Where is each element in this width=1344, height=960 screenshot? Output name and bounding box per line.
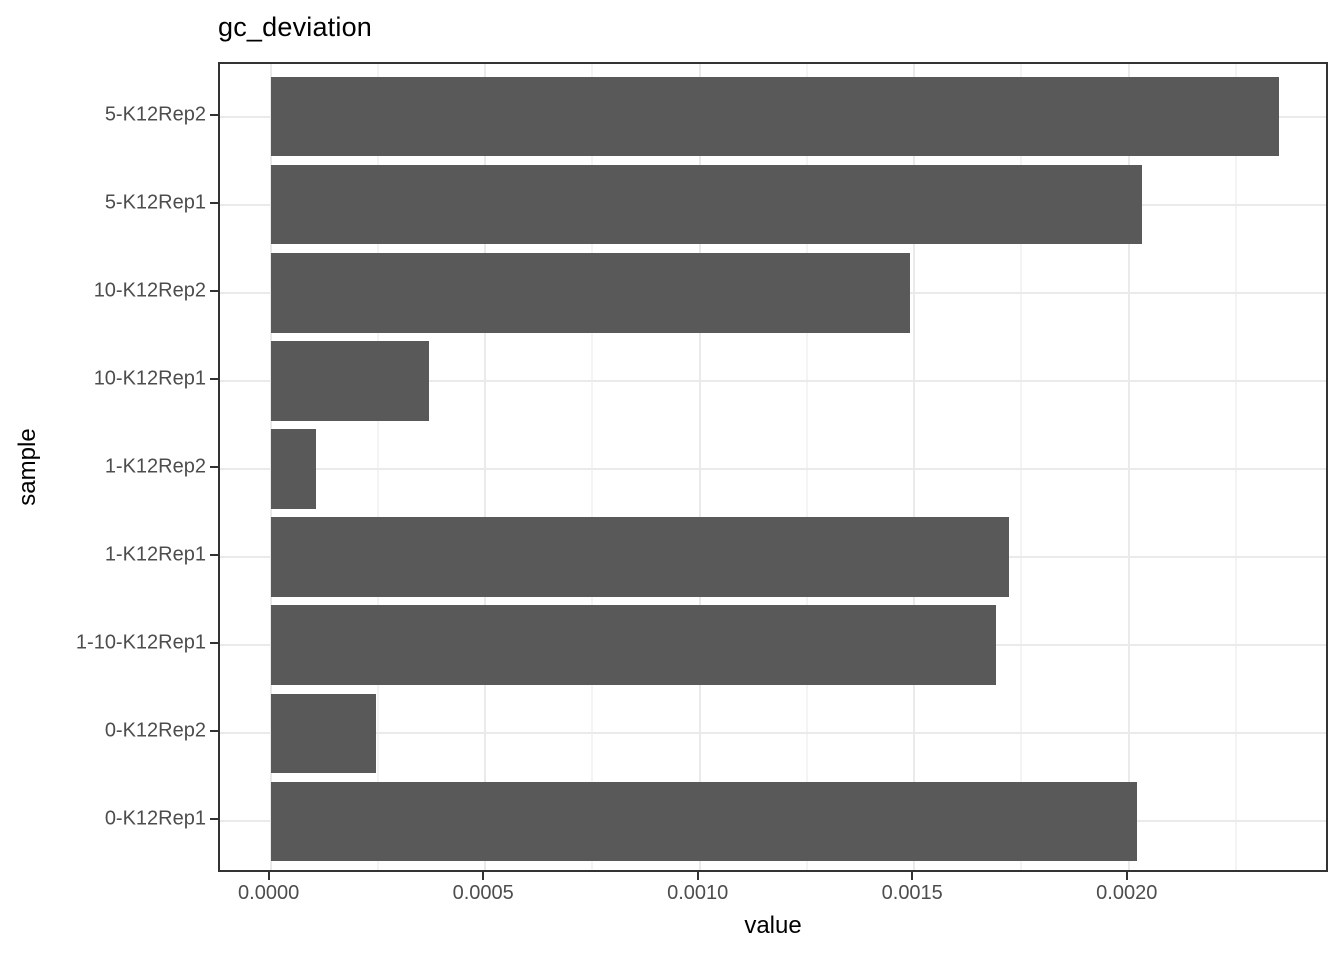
y-tick-label: 1-10-K12Rep1 — [75, 631, 206, 654]
y-tick-mark — [210, 201, 218, 204]
y-tick-mark — [210, 289, 218, 292]
bar — [270, 77, 1279, 157]
x-tick-label: 0.0015 — [881, 882, 943, 904]
bar — [270, 429, 316, 509]
gridline-major-y — [220, 468, 1326, 470]
y-tick-label: 0-K12Rep2 — [104, 719, 206, 742]
bar — [270, 605, 996, 685]
x-tick-label: 0.0000 — [238, 882, 300, 904]
gridline-major-x — [1127, 64, 1130, 870]
y-tick-label: 1-K12Rep1 — [104, 543, 206, 566]
gridline-minor-x — [591, 64, 594, 870]
x-axis-title: value — [744, 912, 802, 939]
x-tick-label: 0.0005 — [452, 882, 514, 904]
gridline-minor-x — [805, 64, 808, 870]
x-tick-label: 0.0020 — [1096, 882, 1158, 904]
y-tick-mark — [210, 818, 218, 821]
gridline-minor-x — [1235, 64, 1238, 870]
y-axis-title: sample — [14, 428, 41, 506]
gridline-major-x — [484, 64, 487, 870]
bar — [270, 165, 1142, 245]
bar — [270, 693, 377, 773]
y-tick-label: 5-K12Rep2 — [104, 103, 206, 126]
x-tick-mark — [482, 872, 485, 880]
x-tick-mark — [267, 872, 270, 880]
bar — [270, 781, 1138, 861]
y-tick-mark — [210, 730, 218, 733]
y-tick-label: 0-K12Rep1 — [104, 807, 206, 830]
y-tick-mark — [210, 377, 218, 380]
bar — [270, 517, 1009, 597]
x-tick-mark — [696, 872, 699, 880]
y-tick-mark — [210, 554, 218, 557]
y-tick-label: 1-K12Rep2 — [104, 455, 206, 478]
y-tick-mark — [210, 113, 218, 116]
x-tick-label: 0.0010 — [667, 882, 729, 904]
bar — [270, 341, 430, 421]
gridline-major-y — [220, 379, 1326, 382]
gridline-major-x — [698, 64, 701, 870]
gridline-major-x — [913, 64, 916, 870]
y-tick-label: 10-K12Rep1 — [93, 367, 206, 390]
gridline-minor-x — [376, 64, 379, 870]
x-tick-mark — [911, 872, 914, 880]
chart-title: gc_deviation — [218, 12, 373, 42]
x-tick-mark — [1125, 872, 1128, 880]
plot-panel — [218, 62, 1328, 872]
bar — [270, 253, 910, 333]
y-tick-label: 5-K12Rep1 — [104, 191, 206, 214]
y-tick-mark — [210, 642, 218, 645]
y-tick-mark — [210, 466, 218, 468]
gridline-major-y — [220, 732, 1326, 735]
y-tick-label: 10-K12Rep2 — [93, 279, 206, 302]
gridline-minor-x — [1020, 64, 1023, 870]
